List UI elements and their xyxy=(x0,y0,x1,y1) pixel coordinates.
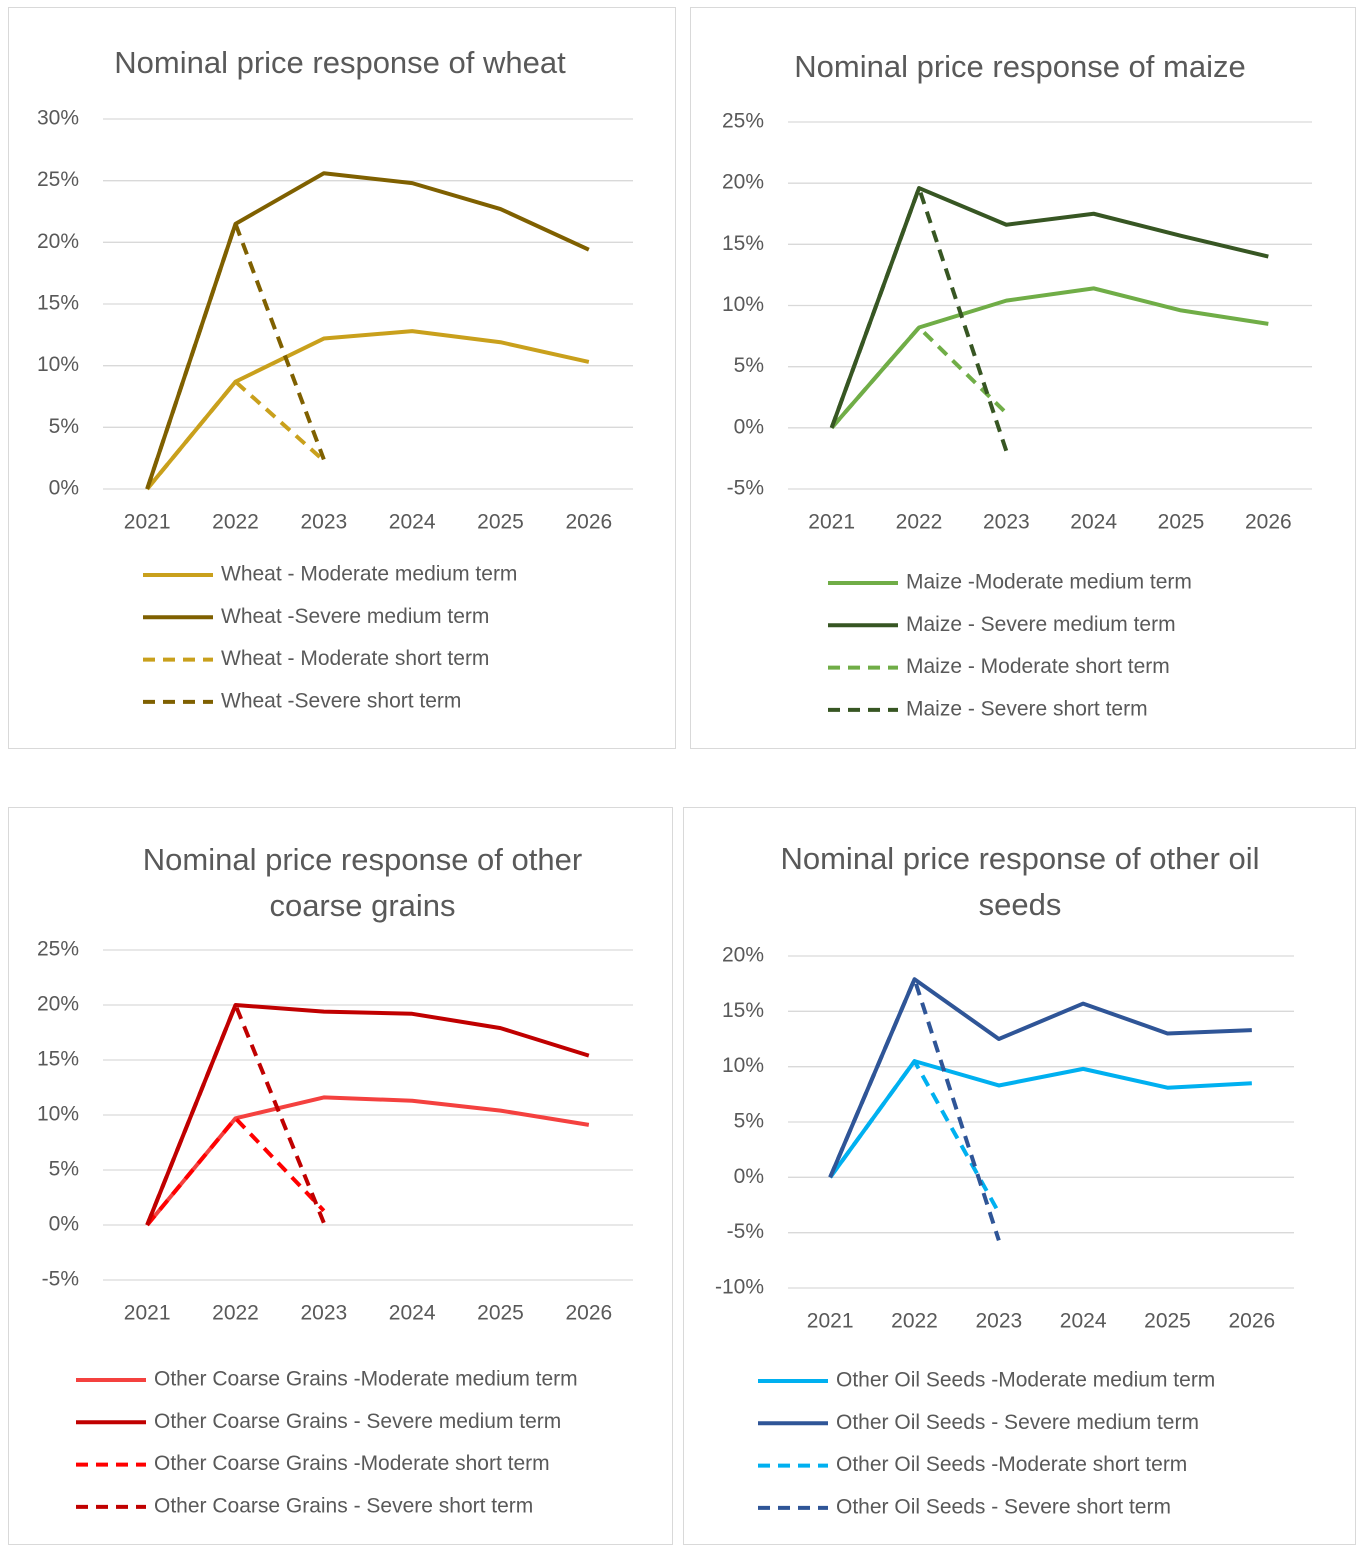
legend-label: Other Coarse Grains - Severe medium term xyxy=(154,1410,561,1433)
y-tick-label: 20% xyxy=(722,171,764,194)
y-tick-label: 10% xyxy=(37,353,79,376)
y-tick-label: 20% xyxy=(37,230,79,253)
series-line xyxy=(145,1116,326,1227)
x-tick-label: 2026 xyxy=(1228,1310,1275,1333)
chart-title: Nominal price response of wheat xyxy=(114,45,566,80)
legend-label: Maize - Moderate short term xyxy=(906,655,1170,678)
x-tick-label: 2025 xyxy=(1158,511,1205,534)
x-tick-label: 2023 xyxy=(300,1302,347,1325)
x-tick-label: 2022 xyxy=(212,1302,259,1325)
x-tick-label: 2023 xyxy=(975,1310,1022,1333)
chart-title: Nominal price response of other coarse g… xyxy=(142,842,583,923)
legend-label: Wheat -Severe short term xyxy=(221,689,461,712)
x-tick-label: 2024 xyxy=(389,511,436,534)
legend-label: Wheat -Severe medium term xyxy=(221,605,489,628)
x-tick-label: 2026 xyxy=(565,511,612,534)
legend-label: Other Oil Seeds - Severe medium term xyxy=(836,1411,1199,1434)
x-tick-label: 2021 xyxy=(124,511,171,534)
x-tick-label: 2021 xyxy=(807,1310,854,1333)
series-line xyxy=(829,186,1269,429)
y-tick-label: 25% xyxy=(37,938,79,961)
y-tick-label: 10% xyxy=(722,1054,764,1077)
legend-label: Other Oil Seeds -Moderate medium term xyxy=(836,1369,1215,1392)
series-line xyxy=(830,325,1008,430)
x-tick-label: 2025 xyxy=(477,511,524,534)
y-tick-label: 0% xyxy=(734,1165,764,1188)
series-line xyxy=(145,329,590,491)
y-tick-label: 0% xyxy=(49,1213,79,1236)
y-tick-label: 5% xyxy=(734,1110,764,1133)
x-tick-label: 2026 xyxy=(565,1302,612,1325)
series-line xyxy=(145,171,590,490)
legend-label: Wheat - Moderate short term xyxy=(221,647,489,670)
y-tick-label: 15% xyxy=(37,1048,79,1071)
y-tick-label: 10% xyxy=(722,293,764,316)
series-line xyxy=(828,1059,1001,1214)
panel xyxy=(8,7,676,749)
x-tick-label: 2022 xyxy=(212,511,259,534)
legend-label: Maize - Severe short term xyxy=(906,697,1148,720)
x-tick-label: 2024 xyxy=(389,1302,436,1325)
series-line xyxy=(828,977,1001,1242)
series-line xyxy=(828,977,1252,1179)
legend-label: Other Coarse Grains -Moderate short term xyxy=(154,1452,550,1475)
y-tick-label: 25% xyxy=(37,168,79,191)
y-tick-label: 20% xyxy=(722,944,764,967)
x-tick-label: 2025 xyxy=(1144,1310,1191,1333)
series-line xyxy=(828,1059,1252,1179)
y-tick-label: 10% xyxy=(37,1103,79,1126)
y-tick-label: 15% xyxy=(722,999,764,1022)
y-tick-label: 20% xyxy=(37,993,79,1016)
legend-label: Other Oil Seeds - Severe short term xyxy=(836,1495,1171,1518)
x-tick-label: 2021 xyxy=(808,511,855,534)
y-tick-label: 0% xyxy=(734,415,764,438)
x-tick-label: 2025 xyxy=(477,1302,524,1325)
chart-title: Nominal price response of maize xyxy=(794,49,1246,84)
y-tick-label: 25% xyxy=(722,110,764,133)
chart-title: Nominal price response of other oil seed… xyxy=(780,841,1260,922)
y-tick-label: -5% xyxy=(727,477,764,500)
y-tick-label: -5% xyxy=(727,1220,764,1243)
x-tick-label: 2026 xyxy=(1245,511,1292,534)
x-tick-label: 2021 xyxy=(124,1302,171,1325)
series-line xyxy=(830,286,1269,430)
y-tick-label: -10% xyxy=(715,1276,764,1299)
legend-label: Maize -Moderate medium term xyxy=(906,571,1192,594)
x-tick-label: 2022 xyxy=(896,511,943,534)
legend-label: Other Coarse Grains - Severe short term xyxy=(154,1494,533,1517)
legend-label: Wheat - Moderate medium term xyxy=(221,563,517,586)
legend-label: Other Coarse Grains -Moderate medium ter… xyxy=(154,1368,578,1391)
series-line xyxy=(145,1003,590,1226)
x-tick-label: 2024 xyxy=(1070,511,1117,534)
x-tick-label: 2023 xyxy=(300,511,347,534)
series-line xyxy=(145,221,326,490)
series-line xyxy=(829,186,1009,452)
x-tick-label: 2022 xyxy=(891,1310,938,1333)
y-tick-label: 5% xyxy=(734,354,764,377)
x-tick-label: 2023 xyxy=(983,511,1030,534)
y-tick-label: -5% xyxy=(42,1268,79,1291)
legend-label: Other Oil Seeds -Moderate short term xyxy=(836,1453,1187,1476)
y-tick-label: 0% xyxy=(49,477,79,500)
series-line xyxy=(145,1095,590,1227)
y-tick-label: 15% xyxy=(37,292,79,315)
legend-label: Maize - Severe medium term xyxy=(906,613,1176,636)
y-tick-label: 30% xyxy=(37,107,79,130)
y-tick-label: 5% xyxy=(49,1158,79,1181)
y-tick-label: 15% xyxy=(722,232,764,255)
series-line xyxy=(145,379,326,491)
x-tick-label: 2024 xyxy=(1060,1310,1107,1333)
y-tick-label: 5% xyxy=(49,415,79,438)
